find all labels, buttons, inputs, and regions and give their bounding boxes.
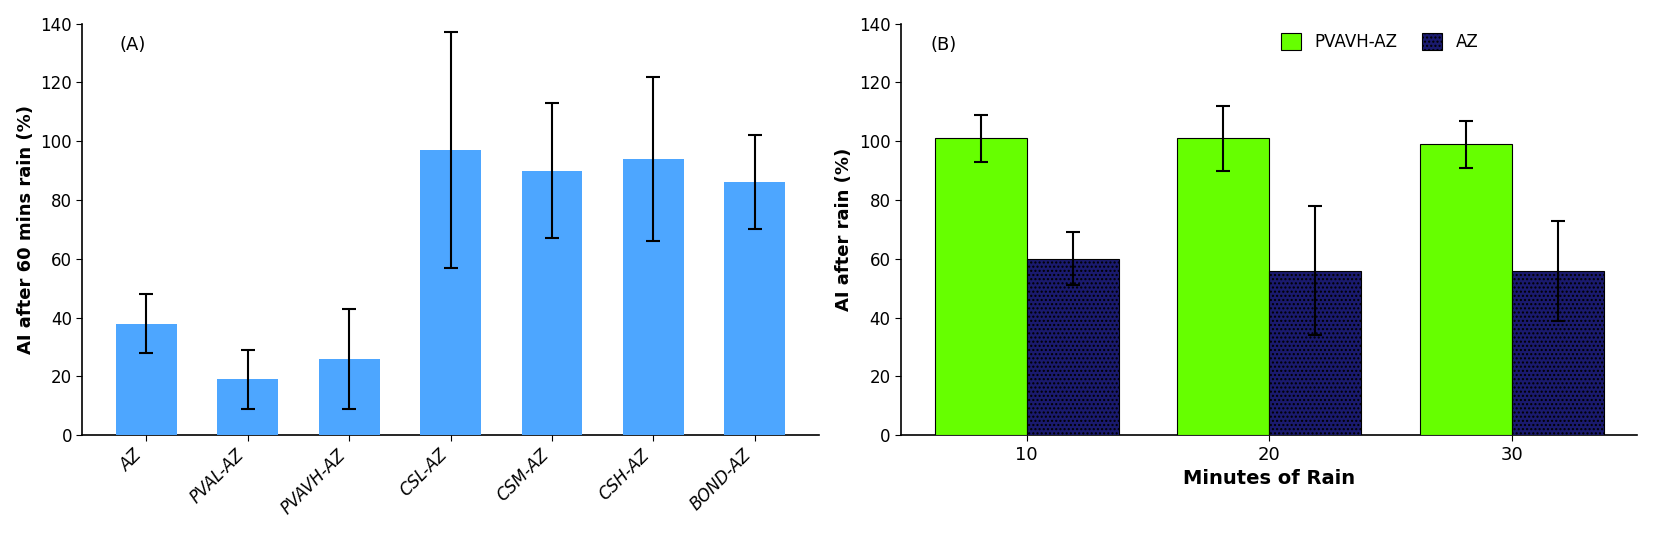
Y-axis label: AI after 60 mins rain (%): AI after 60 mins rain (%) — [17, 105, 35, 354]
Bar — [1027, 259, 1118, 435]
Bar — [1419, 144, 1512, 435]
Bar — [319, 359, 379, 435]
Bar — [1269, 271, 1361, 435]
Legend: PVAVH-AZ, AZ: PVAVH-AZ, AZ — [1275, 28, 1484, 56]
Bar — [116, 324, 177, 435]
Text: (B): (B) — [931, 36, 956, 54]
Bar — [217, 379, 278, 435]
Y-axis label: AI after rain (%): AI after rain (%) — [835, 148, 853, 311]
X-axis label: Minutes of Rain: Minutes of Rain — [1183, 469, 1355, 488]
Bar — [624, 159, 683, 435]
Text: (A): (A) — [119, 36, 146, 54]
Bar — [521, 171, 582, 435]
Bar — [420, 150, 481, 435]
Bar — [935, 138, 1027, 435]
Bar — [724, 183, 786, 435]
Bar — [1512, 271, 1604, 435]
Bar — [1178, 138, 1269, 435]
